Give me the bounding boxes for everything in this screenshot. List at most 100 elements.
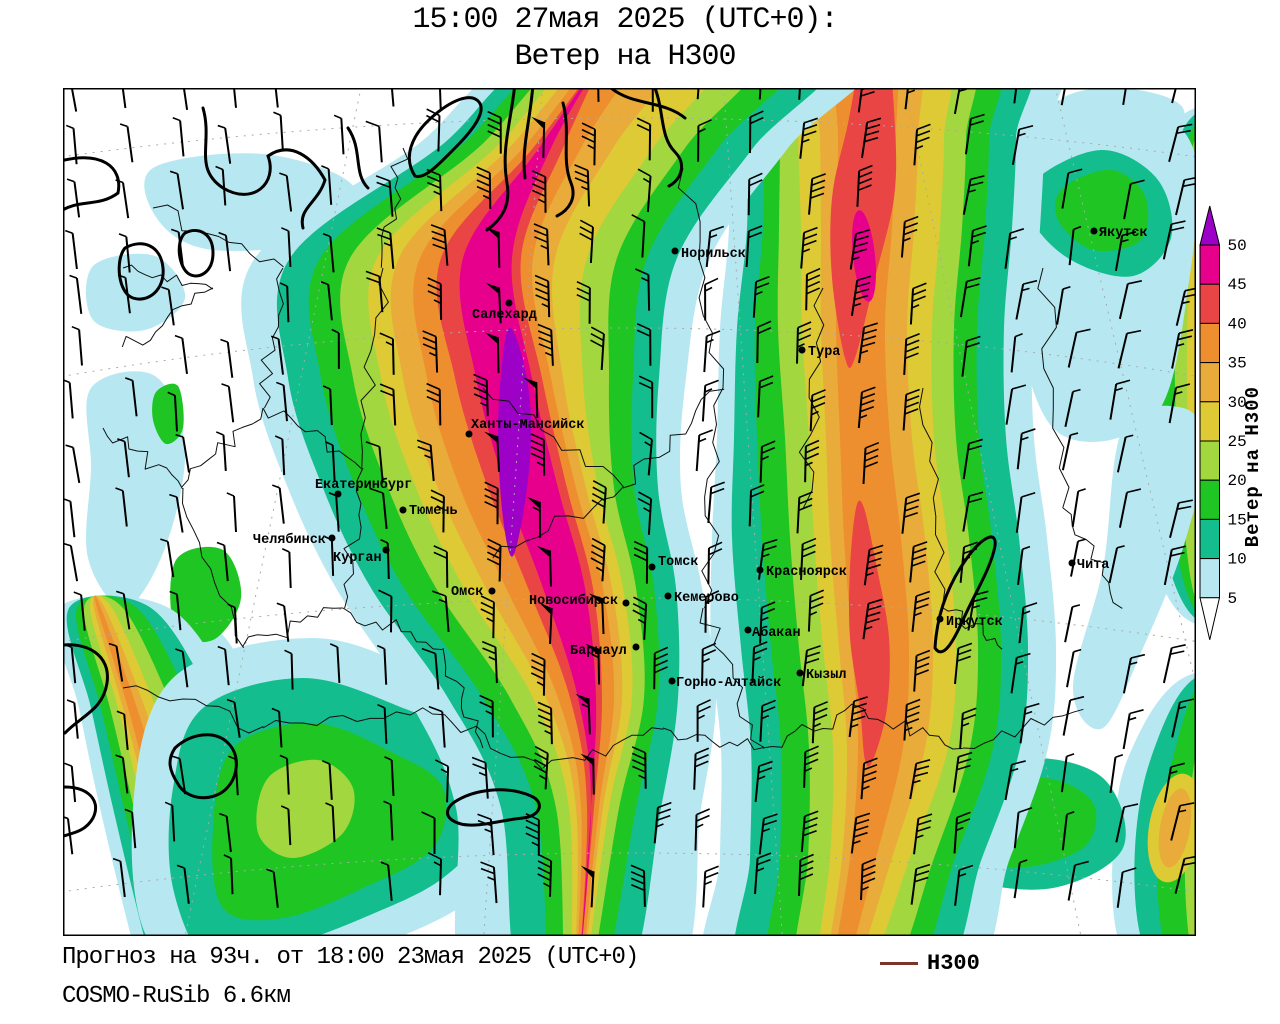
- title-line2: Ветер на H300: [514, 40, 736, 74]
- city-marker: Омск: [451, 585, 496, 600]
- city-dot: [399, 506, 407, 514]
- city-marker: Новосибирск: [529, 593, 630, 609]
- legend-label: H300: [927, 951, 980, 976]
- colorbar: 50 45 40 35 30 25 20 15 10 5: [1196, 200, 1280, 670]
- city-marker: Красноярск: [756, 565, 847, 580]
- colorbar-segment: [1199, 244, 1220, 285]
- legend: H300: [880, 951, 980, 976]
- colorbar-segment: [1199, 362, 1220, 403]
- colorbar-segment: [1199, 518, 1220, 560]
- city-marker: Тура: [798, 345, 840, 360]
- city-dot: [334, 490, 342, 498]
- city-label: Омск: [451, 585, 483, 600]
- colorbar-segment: [1199, 479, 1220, 520]
- city-marker: Иркутск: [936, 615, 1003, 630]
- city-marker: Барнаул: [570, 643, 640, 659]
- map-paint: [63, 88, 1196, 936]
- colorbar-scale: 50 45 40 35 30 25 20 15 10 5: [1199, 205, 1247, 640]
- city-marker: Норильск: [671, 247, 746, 262]
- city-dot: [382, 546, 390, 554]
- city-dot: [756, 566, 764, 574]
- city-marker: Салехард: [472, 299, 537, 323]
- city-marker: Курган: [333, 546, 390, 566]
- city-marker: Кемерово: [664, 591, 739, 606]
- colorbar-tick-label: 40: [1228, 315, 1247, 333]
- city-dot: [465, 430, 473, 438]
- wind-field-map: Норильск Салехард Ханты-Мансийск Екатеринбу…: [63, 88, 1196, 936]
- colorbar-arrow-bottom: [1199, 597, 1221, 640]
- city-dot: [1068, 559, 1076, 567]
- colorbar-segment: [1199, 322, 1220, 364]
- city-label: Новосибирск: [529, 593, 618, 609]
- city-dot: [798, 346, 806, 354]
- map-frame: [63, 88, 1196, 936]
- city-dot: [744, 626, 752, 634]
- city-label: Челябинск: [253, 532, 326, 548]
- colorbar-segment: [1199, 401, 1220, 442]
- city-dot: [1090, 227, 1098, 235]
- colorbar-segment: [1199, 440, 1220, 481]
- colorbar-tick-label: 30: [1228, 394, 1247, 412]
- city-marker: Ханты-Мансийск: [465, 418, 584, 438]
- city-dot: [505, 299, 513, 307]
- city-dot: [671, 247, 679, 255]
- city-marker: Якутск: [1090, 226, 1148, 241]
- coastlines: [63, 88, 997, 838]
- city-marker: Кызыл: [796, 668, 847, 683]
- city-label: Тюмень: [409, 504, 458, 519]
- legend-line-swatch: [880, 962, 918, 965]
- model-name: COSMO-RuSib 6.6км: [62, 983, 291, 1010]
- city-dot: [632, 643, 640, 651]
- city-dot: [936, 615, 944, 623]
- city-dot: [664, 592, 672, 600]
- city-label: Тура: [808, 345, 840, 360]
- map-canvas: Норильск Салехард Ханты-Мансийск Екатеринбу…: [63, 88, 1196, 936]
- city-dot: [796, 669, 804, 677]
- forecast-info: Прогноз на 93ч. от 18:00 23мая 2025 (UTC…: [62, 944, 639, 971]
- colorbar-segment: [1199, 283, 1220, 324]
- city-label: Якутск: [1099, 226, 1148, 241]
- city-marker: Чита: [1068, 558, 1109, 573]
- colorbar-tick-label: 45: [1228, 276, 1247, 294]
- city-marker: Екатеринбург: [315, 477, 412, 498]
- city-dot: [648, 563, 656, 571]
- city-label: Томск: [658, 555, 699, 570]
- page-title: 15:00 27мая 2025 (UTC+0): Ветер на H300: [0, 2, 1250, 76]
- title-line1: 15:00 27мая 2025 (UTC+0):: [412, 3, 838, 37]
- colorbar-title: Ветер на H300: [1242, 386, 1264, 548]
- city-marker: Горно-Алтайск: [668, 676, 781, 691]
- city-label: Иркутск: [946, 615, 1003, 630]
- wind-barbs: [63, 88, 1196, 908]
- city-label: Салехард: [472, 308, 537, 323]
- city-marker: Абакан: [744, 625, 801, 641]
- city-marker: Челябинск: [253, 532, 336, 548]
- city-label: Кызыл: [806, 668, 847, 683]
- city-label: Горно-Алтайск: [676, 676, 781, 691]
- city-label: Красноярск: [766, 565, 847, 580]
- colorbar-tick-label: 20: [1228, 472, 1247, 490]
- colorbar-tick-label: 10: [1228, 551, 1247, 569]
- city-marker: Тюмень: [399, 504, 458, 519]
- city-layer: Норильск Салехард Ханты-Мансийск Екатеринбу…: [253, 226, 1148, 691]
- city-dot: [328, 534, 336, 542]
- colorbar-tick-label: 25: [1228, 433, 1247, 451]
- city-label: Абакан: [752, 625, 801, 641]
- city-dot: [668, 677, 676, 685]
- colorbar-tick-label: 5: [1228, 590, 1238, 608]
- city-label: Чита: [1077, 558, 1109, 573]
- city-marker: Томск: [648, 555, 699, 571]
- city-label: Курган: [333, 551, 382, 566]
- city-label: Ханты-Мансийск: [471, 418, 584, 433]
- graticule: [63, 88, 1196, 936]
- city-dot: [622, 599, 630, 607]
- colorbar-tick-label: 15: [1228, 511, 1247, 529]
- colorbar-arrow-top: [1199, 205, 1221, 246]
- city-label: Барнаул: [570, 644, 627, 659]
- colorbar-segment: [1199, 558, 1220, 599]
- city-label: Екатеринбург: [315, 477, 412, 493]
- colorbar-tick-label: 35: [1228, 355, 1247, 373]
- colorbar-tick-label: 50: [1228, 237, 1247, 255]
- city-label: Норильск: [681, 247, 746, 262]
- city-dot: [488, 587, 496, 595]
